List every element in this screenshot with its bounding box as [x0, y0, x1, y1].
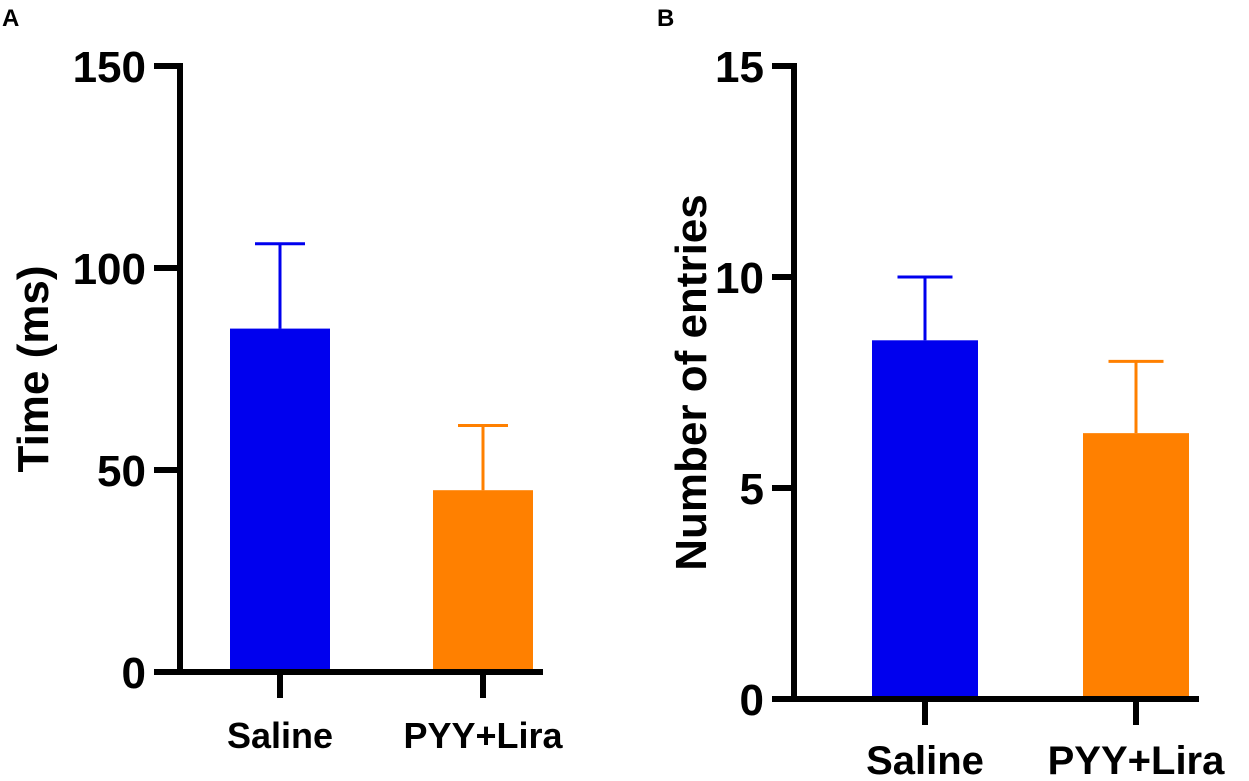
y-tick-label: 150	[73, 43, 146, 92]
y-tick-label: 15	[715, 43, 764, 92]
x-tick-label: Saline	[866, 739, 984, 781]
chart-panel-a: A 0 50 100 150 Saline PYY+Lira Time (ms)	[2, 5, 564, 756]
y-tick-label: 0	[740, 676, 764, 725]
bar	[872, 340, 978, 699]
panel-label: B	[657, 5, 674, 32]
x-tick-label: PYY+Lira	[403, 715, 563, 756]
x-tick-label: Saline	[227, 715, 333, 756]
y-axis-title: Number of entries	[667, 194, 716, 571]
y-tick-label: 10	[715, 254, 764, 303]
y-tick-label: 0	[122, 649, 146, 698]
bar	[230, 328, 330, 672]
bar	[1083, 433, 1189, 699]
x-tick-label: PYY+Lira	[1048, 739, 1226, 781]
chart-panel-b: B 0 5 10 15 Saline PYY+Lira Number of entries	[657, 5, 1225, 781]
bar	[433, 490, 533, 672]
panel-label: A	[2, 5, 19, 32]
y-tick-label: 5	[740, 465, 764, 514]
y-tick-label: 50	[97, 447, 146, 496]
y-axis-title: Time (ms)	[9, 265, 58, 472]
y-tick-label: 100	[73, 245, 146, 294]
